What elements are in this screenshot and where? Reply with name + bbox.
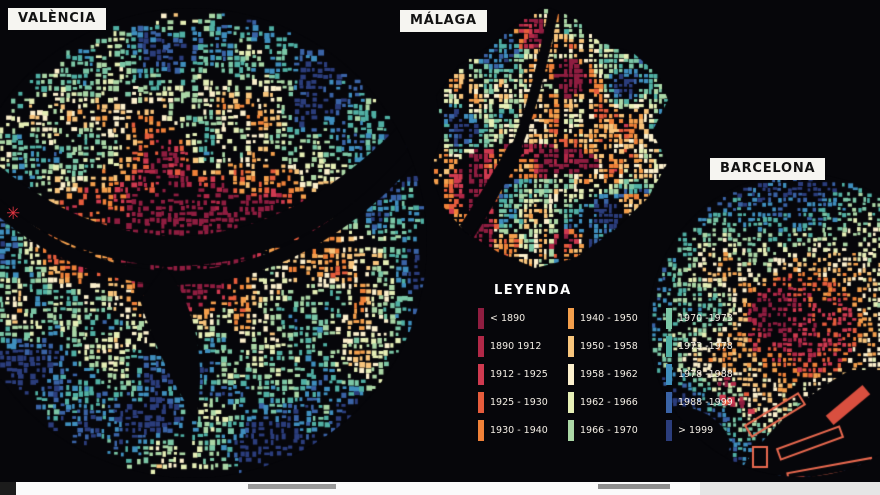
legend-swatch (666, 420, 672, 441)
cropped-text-artifact (248, 484, 336, 489)
legend-swatch (666, 364, 672, 385)
barcelona-map (620, 165, 880, 495)
legend-item: 1890 1912 (478, 336, 562, 357)
legend-label: 1940 - 1950 (580, 313, 638, 324)
legend-item: 1970 -1973 (666, 308, 750, 329)
legend-item: < 1890 (478, 308, 562, 329)
legend-label: > 1999 (678, 425, 714, 436)
legend-label: 1973 -1978 (678, 341, 733, 352)
legend-swatch (666, 336, 672, 357)
legend-item: 1966 - 1970 (568, 420, 660, 441)
bottom-strip (0, 482, 880, 495)
legend-label: 1988 -1999 (678, 397, 733, 408)
legend-item: 1950 - 1958 (568, 336, 660, 357)
cropped-text-artifact (0, 482, 16, 495)
valencia-label: VALÈNCIA (8, 8, 107, 30)
legend-label: 1950 - 1958 (580, 341, 638, 352)
legend-swatch (568, 364, 574, 385)
legend-swatch (568, 336, 574, 357)
legend-swatch (478, 336, 484, 357)
legend-swatch (478, 392, 484, 413)
legend-swatch (478, 364, 484, 385)
legend-swatch (666, 392, 672, 413)
legend-label: 1962 - 1966 (580, 397, 638, 408)
legend-label: < 1890 (490, 313, 526, 324)
legend-item: > 1999 (666, 420, 750, 441)
legend-item: 1930 - 1940 (478, 420, 562, 441)
legend-swatch (568, 420, 574, 441)
legend-item: 1925 - 1930 (478, 392, 562, 413)
malaga-label: MÁLAGA (400, 10, 487, 32)
legend-item: 1978 -1988 (666, 364, 750, 385)
legend-item: 1988 -1999 (666, 392, 750, 413)
legend-label: 1930 - 1940 (490, 425, 548, 436)
legend-label: 1966 - 1970 (580, 425, 638, 436)
cropped-text-artifact (598, 484, 670, 489)
legend-item: 1962 - 1966 (568, 392, 660, 413)
legend-swatch (478, 308, 484, 329)
legend-title: LEYENDA (494, 283, 572, 298)
legend-grid: < 1890 1890 1912 1912 - 1925 1925 - 1930 193… (478, 308, 746, 441)
legend-label: 1890 1912 (490, 341, 542, 352)
legend-swatch (568, 392, 574, 413)
legend-item: 1973 -1978 (666, 336, 750, 357)
legend-item: 1958 - 1962 (568, 364, 660, 385)
legend-swatch (666, 308, 672, 329)
legend: LEYENDA < 1890 1890 1912 1912 - 1925 1925 -… (478, 283, 746, 441)
legend-label: 1912 - 1925 (490, 369, 548, 380)
star-icon: ✳ (6, 204, 21, 224)
valencia-map (0, 0, 445, 495)
barcelona-label: BARCELONA (710, 158, 826, 180)
legend-label: 1978 -1988 (678, 369, 733, 380)
legend-swatch (568, 308, 574, 329)
legend-label: 1925 - 1930 (490, 397, 548, 408)
legend-swatch (478, 420, 484, 441)
legend-item: 1912 - 1925 (478, 364, 562, 385)
legend-label: 1958 - 1962 (580, 369, 638, 380)
cropped-text-artifact (700, 482, 880, 495)
legend-item: 1940 - 1950 (568, 308, 660, 329)
legend-label: 1970 -1973 (678, 313, 733, 324)
